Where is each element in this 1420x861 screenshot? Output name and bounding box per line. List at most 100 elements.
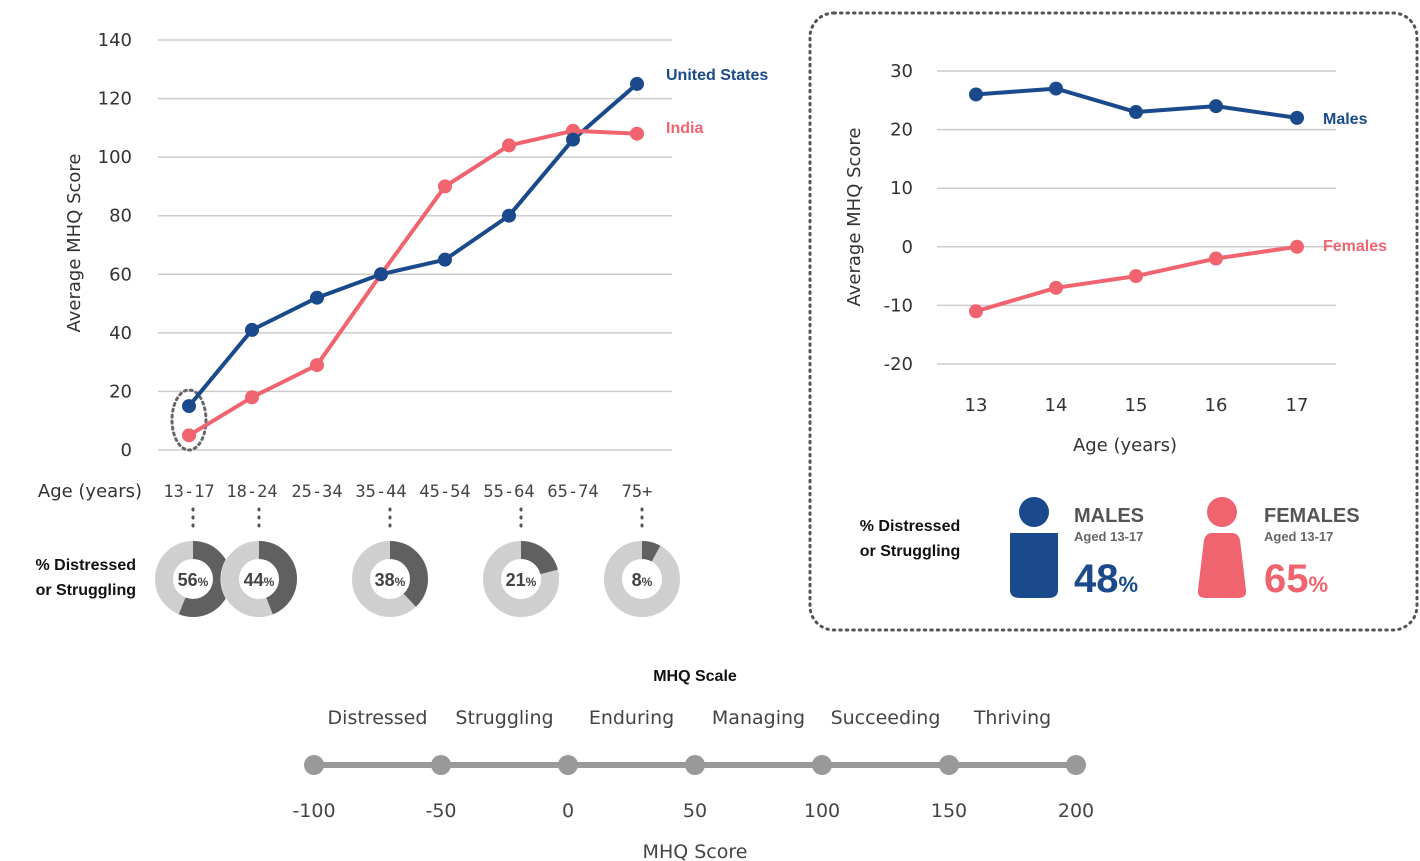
female-subtitle: Aged 13-17	[1264, 529, 1333, 544]
data-point	[245, 322, 259, 337]
mhq-scale: MHQ Scale Distressed Struggling Enduring Ma…	[292, 668, 1094, 861]
left-x-ticks: 13-17 18-24 25-34 35-44 45-54 55-64 65-74 75+	[163, 482, 652, 502]
data-point	[438, 179, 452, 194]
scale-tick-label: 200	[1058, 800, 1094, 822]
left-distress-label-1: % Distressed	[36, 557, 137, 574]
data-point	[566, 132, 580, 147]
scale-dot	[812, 755, 832, 775]
donut: 38%	[351, 540, 429, 618]
right-series: Males Females	[969, 81, 1387, 319]
female-pct: 65%	[1264, 557, 1328, 601]
series-label: United States	[666, 67, 768, 84]
y-tick-label: 20	[109, 381, 132, 402]
data-point	[438, 252, 452, 267]
data-point	[310, 290, 324, 305]
data-point	[1049, 280, 1063, 295]
donut: 8%	[603, 540, 681, 618]
left-y-axis-label: Average MHQ Score	[64, 153, 85, 332]
y-tick-label: 140	[98, 30, 132, 51]
data-point	[1290, 110, 1304, 125]
right-gridlines	[937, 70, 1336, 365]
scale-tick-label: 50	[683, 800, 707, 822]
scale-tick-label: 150	[931, 800, 967, 822]
data-point	[182, 399, 196, 414]
left-gridlines	[158, 39, 672, 451]
panel-border	[808, 11, 1419, 632]
data-point	[374, 267, 388, 282]
data-point	[502, 138, 516, 153]
right-x-ticks: 13 14 15 16 17	[965, 395, 1309, 416]
data-point	[1049, 81, 1063, 96]
data-point	[1209, 99, 1223, 114]
female-title: FEMALES	[1264, 505, 1360, 527]
y-tick-label: 10	[890, 178, 913, 199]
distress-donuts: 56% 44% 38% 21% 8%	[154, 540, 681, 618]
donut: 44%	[220, 540, 298, 618]
scale-dot	[1066, 755, 1086, 775]
donut-label: 56%	[178, 570, 209, 590]
scale-band-labels: Distressed Struggling Enduring Managing Succ…	[328, 707, 1052, 729]
x-tick-label: 17	[1286, 395, 1309, 416]
donut-value-arc	[483, 541, 559, 617]
series-label: Females	[1323, 238, 1387, 255]
scale-title: MHQ Scale	[653, 668, 737, 685]
highlight-circle	[170, 388, 208, 452]
scale-tick-labels: -100 -50 0 50 100 150 200	[292, 800, 1094, 822]
donut-value-arc	[352, 541, 428, 617]
x-tick-label: 65-74	[547, 482, 598, 502]
scale-dots	[304, 755, 1086, 775]
right-y-ticks: -20 -10 0 10 20 30	[884, 61, 913, 375]
scale-tick-label: 0	[562, 800, 574, 822]
y-tick-label: 100	[98, 147, 132, 168]
adolescent-panel: -20 -10 0 10 20 30 Average MHQ Score 13 14 15 16…	[808, 11, 1419, 632]
scale-band-label: Thriving	[973, 707, 1051, 729]
donut: 21%	[482, 540, 560, 618]
donut-value-arc	[221, 541, 297, 617]
donut-label: 8%	[632, 570, 653, 590]
data-point	[310, 358, 324, 373]
left-x-axis-label: Age (years)	[38, 481, 142, 502]
male-title: MALES	[1074, 505, 1144, 527]
right-distress-label-2: or Struggling	[860, 543, 960, 560]
left-y-ticks: 0 20 40 60 80 100 120 140	[98, 30, 132, 461]
x-tick-label: 55-64	[483, 482, 534, 502]
data-point	[502, 208, 516, 223]
male-subtitle: Aged 13-17	[1074, 529, 1143, 544]
y-tick-label: 30	[890, 61, 913, 82]
left-distress-label-2: or Struggling	[36, 582, 136, 599]
x-tick-label: 18-24	[226, 482, 277, 502]
data-point	[969, 87, 983, 102]
female-person-icon	[1197, 497, 1247, 598]
scale-dot	[431, 755, 451, 775]
scale-dot	[939, 755, 959, 775]
male-person-icon	[1010, 497, 1058, 598]
series-label: India	[666, 120, 703, 137]
scale-tick-label: -100	[292, 800, 335, 822]
scale-band-label: Distressed	[328, 707, 428, 729]
scale-dot	[685, 755, 705, 775]
donut-label: 44%	[244, 570, 275, 590]
scale-band-label: Struggling	[455, 707, 553, 729]
male-pct: 48%	[1074, 557, 1138, 601]
y-tick-label: 0	[121, 440, 132, 461]
series-line-india	[187, 128, 638, 438]
x-tick-label: 35-44	[355, 482, 406, 502]
donut-label: 21%	[506, 570, 537, 590]
donut-value-arc	[604, 541, 680, 617]
scale-band-label: Enduring	[589, 707, 674, 729]
x-tick-label: 75+	[622, 482, 653, 502]
x-tick-label: 13-17	[163, 482, 214, 502]
data-point	[1129, 269, 1143, 284]
y-tick-label: 80	[109, 206, 132, 227]
left-series: United States India	[182, 67, 768, 443]
data-point	[969, 304, 983, 319]
x-tick-label: 16	[1205, 395, 1228, 416]
right-y-axis-label: Average MHQ Score	[844, 127, 865, 306]
x-tick-label: 25-34	[291, 482, 342, 502]
y-tick-label: -10	[884, 295, 913, 316]
scale-dot	[304, 755, 324, 775]
right-x-axis-label: Age (years)	[1073, 435, 1177, 456]
scale-x-label: MHQ Score	[643, 841, 748, 861]
donut-label: 38%	[375, 570, 406, 590]
